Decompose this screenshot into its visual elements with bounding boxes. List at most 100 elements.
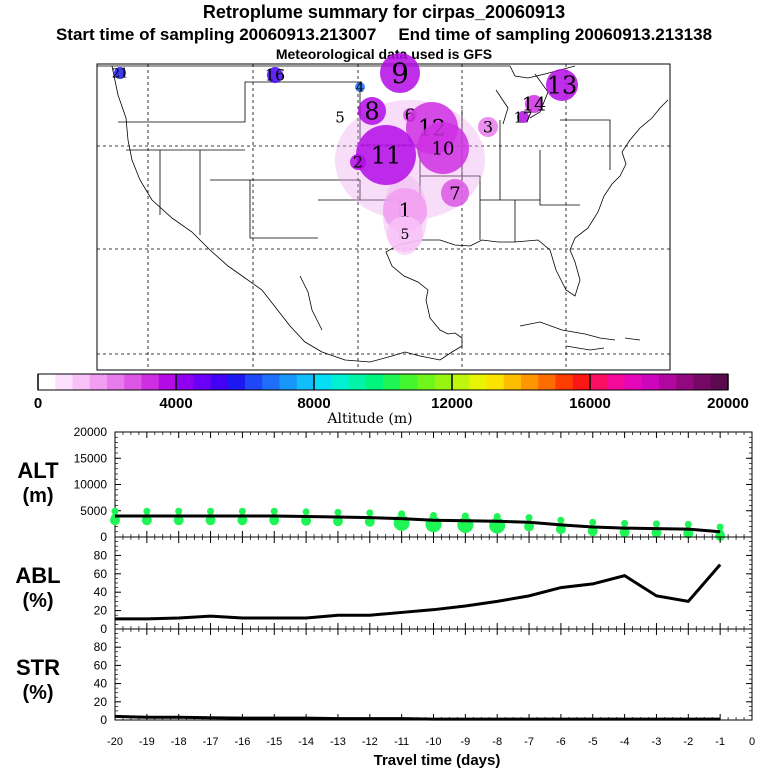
y-tick-label: 15000 (74, 451, 108, 465)
colorbar-swatch (348, 374, 367, 390)
y-tick-label: 20000 (74, 425, 108, 439)
x-tick-label: -3 (652, 736, 662, 748)
y-tick-label: 0 (100, 713, 107, 727)
plume-marker-label: 14 (522, 94, 546, 116)
alt-scatter-point (398, 510, 406, 518)
x-tick-label: -18 (171, 736, 187, 748)
x-tick-label: -17 (203, 736, 219, 748)
colorbar-swatch (434, 374, 453, 390)
plume-marker-label: 13 (547, 71, 578, 99)
alt-scatter-point (430, 511, 437, 519)
alt-scatter-point (493, 513, 501, 521)
colorbar-label: Altitude (m) (326, 411, 412, 427)
y-tick-label: 20 (94, 695, 108, 709)
plume-marker-label: 5 (335, 108, 345, 126)
y-tick-label: 80 (94, 548, 108, 562)
colorbar-tick-label: 12000 (431, 395, 473, 412)
plume-marker-label: 4 (356, 81, 364, 96)
map-graticule (97, 64, 670, 370)
plume-marker-label: 9 (391, 57, 409, 90)
y-tick-label: 60 (94, 658, 108, 672)
alt-scatter-point (175, 507, 183, 515)
alt-scatter-point (461, 512, 469, 520)
plume-marker-circle (546, 69, 578, 101)
y-tick-label: 80 (94, 640, 108, 654)
sampling-times: Start time of sampling 20060913.213007 En… (0, 25, 768, 45)
colorbar-swatch (521, 374, 539, 390)
colorbar-swatch (176, 374, 194, 390)
colorbar-swatch (279, 374, 298, 390)
colorbar-swatch (296, 374, 315, 390)
plume-marker-circle (525, 95, 543, 113)
colorbar-swatch (107, 374, 125, 390)
colorbar-swatch (555, 374, 574, 390)
x-tick-label: -4 (620, 736, 630, 748)
panel-title-abl: ABL (15, 563, 60, 588)
colorbar-swatch (572, 374, 591, 390)
colorbar-swatch (400, 374, 418, 390)
altitude-colorbar: 0 4000 8000 12000 16000 20000 (34, 373, 749, 412)
plume-marker-circle (417, 122, 469, 174)
x-tick-label: -14 (298, 736, 314, 748)
colorbar-swatch (469, 374, 487, 390)
plume-marker-circle (478, 117, 498, 137)
alt-scatter-point (302, 508, 310, 516)
plume-marker-label: 8 (364, 97, 379, 125)
plume-marker-label: 16 (265, 66, 285, 85)
y-tick-label: 40 (94, 585, 108, 599)
colorbar-swatch (676, 374, 694, 390)
x-tick-label: -13 (330, 736, 346, 748)
y-tick-label: 0 (100, 622, 107, 636)
x-axis-label: Travel time (days) (374, 752, 501, 768)
y-tick-label: 0 (100, 530, 107, 544)
panel-unit-abl: (%) (22, 590, 53, 612)
plume-marker-circle (355, 82, 365, 92)
series-line-str (114, 714, 721, 721)
alt-scatter-point (525, 514, 533, 522)
plume-marker-label: 3 (483, 118, 493, 137)
plume-marker-circle (517, 111, 529, 123)
x-tick-label: -10 (426, 736, 442, 748)
end-time-label: End time of sampling 20060913.213138 (398, 25, 713, 44)
alt-scatter-point (589, 518, 597, 526)
colorbar-swatch (72, 374, 91, 390)
alt-scatter-point (684, 520, 692, 528)
colorbar-swatch (452, 374, 470, 390)
colorbar-swatch (710, 374, 729, 390)
colorbar-tick-label: 4000 (159, 395, 192, 412)
panel-unit-alt: (m) (22, 485, 53, 507)
colorbar-swatch (641, 374, 660, 390)
colorbar-swatch (55, 374, 73, 390)
colorbar-tick-label: 0 (34, 395, 42, 412)
x-tick-label: -5 (588, 736, 598, 748)
x-tick-label: -7 (524, 736, 534, 748)
x-tick-label: -1 (715, 736, 725, 748)
time-series-panels: 05000100001500020000ALT(m)020406080ABL(%… (15, 425, 755, 748)
colorbar-tick-label: 8000 (297, 395, 330, 412)
x-tick-label: -6 (556, 736, 566, 748)
series-line-abl (115, 563, 722, 621)
colorbar-swatch (486, 374, 505, 390)
colorbar-swatch (124, 374, 142, 390)
alt-scatter-point (270, 507, 278, 515)
x-tick-label: -15 (266, 736, 282, 748)
colorbar-swatch (193, 374, 211, 390)
colorbar-swatch (141, 374, 160, 390)
plume-marker-circle (441, 179, 469, 207)
colorbar-swatch (693, 374, 712, 390)
x-tick-label: -20 (107, 736, 123, 748)
alt-scatter-point (716, 523, 724, 531)
plume-marker-label: 11 (371, 141, 402, 169)
plume-marker-circle (114, 67, 126, 79)
x-tick-label: -9 (460, 736, 470, 748)
colorbar-swatch (331, 374, 349, 390)
plume-marker-label: 10 (432, 138, 455, 159)
plume-marker-label: 5 (401, 227, 410, 243)
plume-markers: 21169485613141731210112715 (112, 53, 578, 255)
y-tick-label: 20 (94, 604, 108, 618)
panel-frame-str (114, 628, 753, 721)
series-line-alt (115, 514, 721, 534)
x-tick-label: -11 (394, 736, 409, 748)
colorbar-tick-label: 16000 (569, 395, 611, 412)
